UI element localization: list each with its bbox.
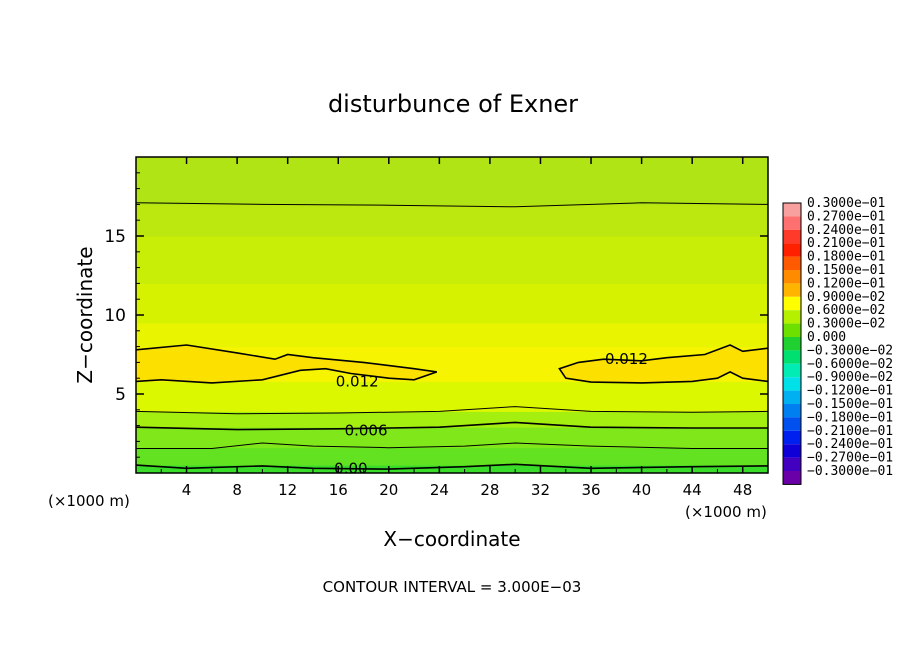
colorbar-swatch-0 [783, 203, 801, 217]
x-tick-label-11: 48 [733, 481, 752, 499]
x-tick-label-7: 32 [531, 481, 550, 499]
colorbar-swatch-10 [783, 337, 801, 351]
contour-label-3: 0.00 [334, 459, 367, 477]
contour-interval-note: CONTOUR INTERVAL = 3.000E−03 [323, 578, 582, 596]
colorbar-label-4: 0.1800e−01 [807, 250, 885, 265]
contour-line-1 [136, 344, 438, 384]
colorbar-swatch-16 [783, 417, 801, 431]
colorbar-swatch-12 [783, 363, 801, 378]
contour-core-fill-1 [136, 345, 437, 383]
colorbar-label-5: 0.1500e−01 [807, 263, 885, 278]
contour-line-4 [136, 421, 768, 431]
contour-band-9 [136, 204, 768, 237]
colorbar-label-20: −0.3000e−01 [807, 464, 893, 479]
colorbar-label-11: −0.3000e−02 [807, 343, 893, 358]
colorbar-label-9: 0.3000e−02 [807, 317, 885, 332]
x-tick-label-8: 36 [581, 481, 600, 499]
colorbar-swatch-8 [783, 310, 801, 324]
colorbar-label-19: −0.2700e−01 [807, 451, 893, 466]
colorbar-label-15: −0.1500e−01 [807, 397, 893, 412]
colorbar-swatch-2 [783, 229, 801, 244]
x-tick-label-4: 20 [379, 481, 398, 499]
x-tick-label-6: 28 [480, 481, 499, 499]
y-axis-ticks: 5 10 15 [104, 172, 768, 458]
x-tick-label-5: 24 [430, 481, 449, 499]
colorbar-frame [782, 202, 802, 485]
colorbar-label-2: 0.2400e−01 [807, 223, 885, 238]
contour-band-4 [136, 381, 768, 412]
contour-core-fill-2 [559, 345, 768, 383]
y-tick-label-1: 10 [104, 306, 126, 326]
colorbar-label-13: −0.9000e−02 [807, 370, 893, 385]
y-tick-label-0: 5 [115, 385, 126, 405]
colorbar-label-6: 0.1200e−01 [807, 276, 885, 291]
contour-band-3 [136, 411, 768, 428]
x-tick-label-0: 4 [182, 481, 192, 499]
colorbar-label-18: −0.2400e−01 [807, 437, 893, 452]
x-tick-label-2: 12 [278, 481, 297, 499]
colorbar-label-8: 0.6000e−02 [807, 303, 885, 318]
x-tick-label-3: 16 [329, 481, 348, 499]
colorbar-swatch-19 [783, 457, 801, 471]
contour-band-7 [136, 283, 768, 324]
y-tick-label-2: 15 [104, 227, 126, 247]
colorbar-swatch-14 [783, 390, 801, 404]
colorbar-label-3: 0.2100e−01 [807, 236, 885, 251]
contour-label-2: 0.006 [345, 421, 388, 439]
colorbar-label-14: −0.1200e−01 [807, 384, 893, 399]
x-tick-label-9: 40 [632, 481, 651, 499]
colorbar-label-0: 0.3000e−01 [807, 196, 885, 211]
contour-band-1 [136, 447, 768, 466]
chart-title: disturbunce of Exner [328, 90, 578, 118]
colorbar-swatch-17 [783, 430, 801, 445]
colorbar-swatch-15 [783, 404, 801, 418]
x-unit-left: (×1000 m) [48, 492, 130, 510]
colorbar-label-10: 0.000 [807, 330, 846, 345]
colorbar-swatch-6 [783, 283, 801, 297]
colorbar-label-17: −0.2100e−01 [807, 424, 893, 439]
colorbar-swatch-3 [783, 243, 801, 257]
x-axis-ticks: 4 8 12 16 20 24 28 32 36 40 44 48 [160, 157, 752, 499]
contour-band-0 [136, 465, 768, 473]
colorbar-label-7: 0.9000e−02 [807, 290, 885, 305]
y-axis-label: Z−coordinate [73, 246, 97, 383]
x-tick-label-10: 44 [683, 481, 702, 499]
plot-area: 0.012 0.012 0.006 0.00 [135, 156, 769, 477]
colorbar-swatch-13 [783, 377, 801, 391]
colorbar-swatch-7 [783, 296, 801, 311]
x-unit-right: (×1000 m) [685, 503, 767, 521]
contour-band-6 [136, 322, 768, 348]
contour-line-0 [136, 202, 768, 208]
contour-labels: 0.012 0.012 0.006 0.00 [334, 350, 648, 477]
contour-band-10 [136, 157, 768, 205]
contour-lines [136, 202, 768, 470]
colorbar-swatch-4 [783, 256, 801, 270]
colorbar-swatch-9 [783, 323, 801, 337]
colorbar-swatch-20 [783, 471, 801, 485]
contour-label-0: 0.012 [336, 372, 379, 390]
x-tick-label-1: 8 [232, 481, 242, 499]
contour-band-8 [136, 236, 768, 284]
colorbar: 0.3000e−010.2700e−010.2400e−010.2100e−01… [782, 196, 893, 485]
colorbar-label-16: −0.1800e−01 [807, 410, 893, 425]
colorbar-swatch-18 [783, 444, 801, 458]
contour-line-2 [558, 344, 768, 384]
colorbar-label-1: 0.2700e−01 [807, 209, 885, 224]
colorbar-swatch-11 [783, 350, 801, 364]
colorbar-swatch-1 [783, 216, 801, 230]
contour-fill [136, 157, 768, 473]
colorbar-label-12: −0.6000e−02 [807, 357, 893, 372]
contour-label-1: 0.012 [605, 350, 648, 368]
colorbar-swatch-5 [783, 270, 801, 284]
contour-band-2 [136, 427, 768, 449]
contour-line-5 [136, 442, 768, 449]
contour-line-3 [136, 406, 768, 415]
x-axis-label: X−coordinate [383, 527, 520, 551]
